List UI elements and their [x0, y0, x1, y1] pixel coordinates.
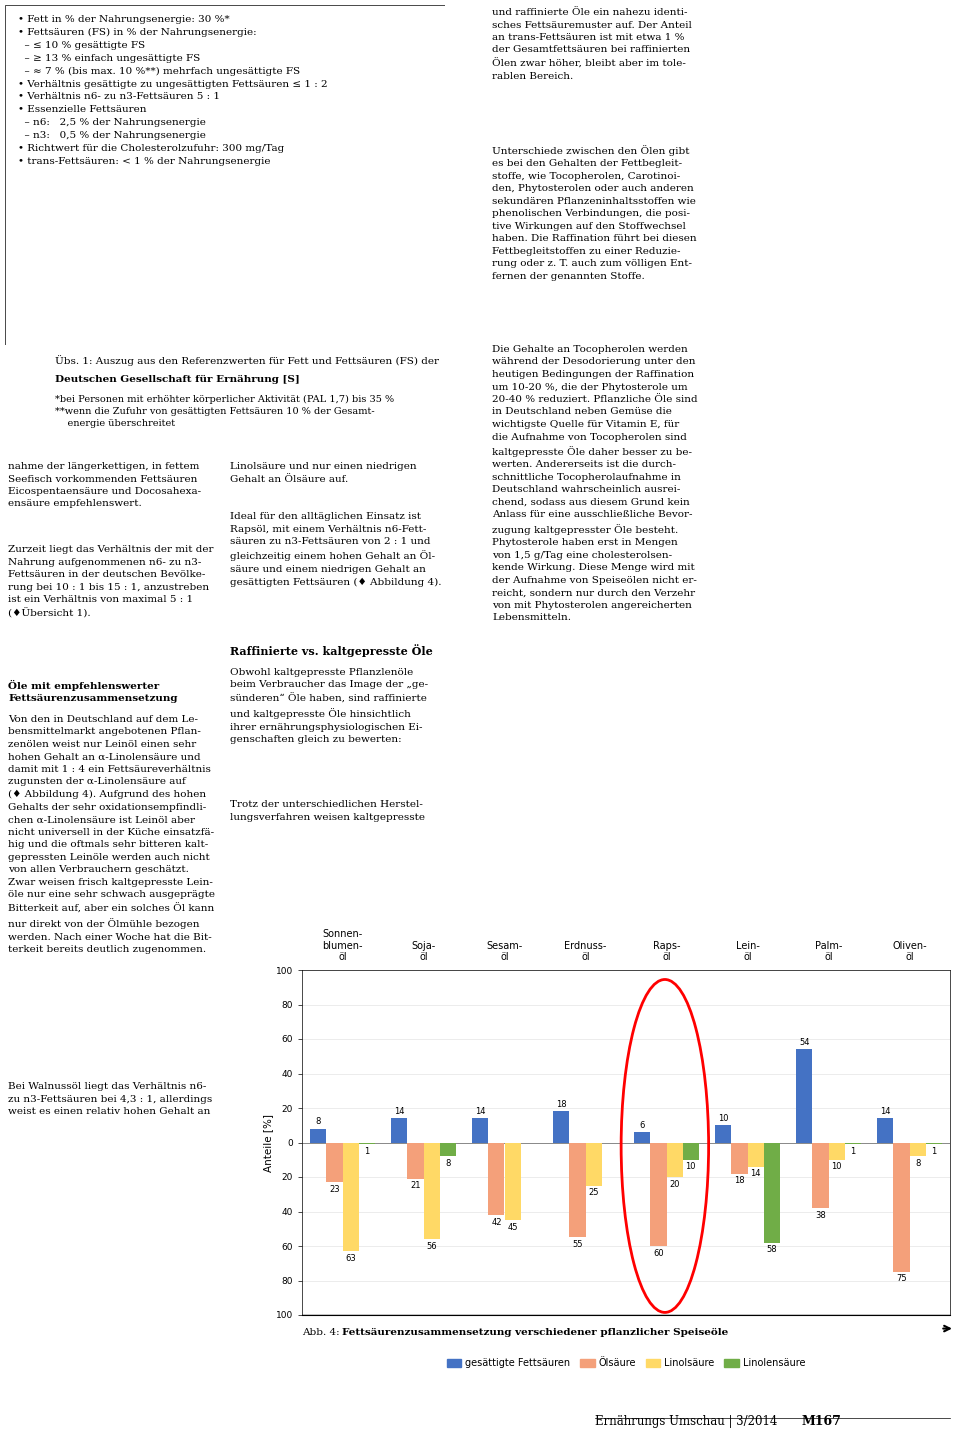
- Text: 10: 10: [831, 1163, 842, 1171]
- Text: Raffinierte vs. kaltgepresste Öle: Raffinierte vs. kaltgepresste Öle: [230, 644, 433, 657]
- Text: 6: 6: [639, 1121, 645, 1130]
- Bar: [310, 1128, 326, 1143]
- Text: 60: 60: [653, 1249, 663, 1257]
- Text: 1: 1: [851, 1147, 855, 1156]
- Bar: [423, 1143, 440, 1239]
- Text: Linolsäure und nur einen niedrigen
Gehalt an Ölsäure auf.: Linolsäure und nur einen niedrigen Gehal…: [230, 463, 417, 484]
- Text: Deutschen Gesellschaft für Ernährung [S]: Deutschen Gesellschaft für Ernährung [S]: [55, 375, 300, 384]
- Text: 8: 8: [316, 1117, 321, 1126]
- Text: 55: 55: [572, 1240, 583, 1249]
- Bar: [472, 1118, 489, 1143]
- Text: • Fett in % der Nahrungsenergie: 30 %*
• Fettsäuren (FS) in % der Nahrungsenergi: • Fett in % der Nahrungsenergie: 30 %* •…: [18, 14, 327, 166]
- Text: 10: 10: [685, 1163, 696, 1171]
- Bar: [715, 1126, 732, 1143]
- Bar: [845, 1143, 861, 1144]
- Text: Ernährungs Umschau | 3/2014: Ernährungs Umschau | 3/2014: [595, 1415, 778, 1428]
- Text: Von den in Deutschland auf dem Le-
bensmittelmarkt angebotenen Pflan-
zenölen we: Von den in Deutschland auf dem Le- bensm…: [8, 715, 215, 954]
- Bar: [326, 1143, 343, 1183]
- Text: 18: 18: [734, 1176, 745, 1186]
- Bar: [683, 1143, 699, 1160]
- Text: 14: 14: [475, 1107, 486, 1116]
- Text: 10: 10: [718, 1114, 729, 1123]
- Y-axis label: Anteile [%]: Anteile [%]: [263, 1114, 273, 1171]
- Text: Die Gehalte an Tocopherolen werden
während der Desodorierung unter den
heutigen : Die Gehalte an Tocopherolen werden währe…: [492, 345, 698, 623]
- Bar: [650, 1143, 666, 1246]
- Bar: [894, 1143, 909, 1272]
- Text: 58: 58: [766, 1246, 777, 1254]
- Bar: [359, 1143, 375, 1144]
- Text: 56: 56: [426, 1242, 437, 1250]
- Text: 14: 14: [394, 1107, 404, 1116]
- Bar: [877, 1118, 894, 1143]
- Text: Bei Walnussöl liegt das Verhältnis n6-
zu n3-Fettsäuren bei 4,3 : 1, allerdings
: Bei Walnussöl liegt das Verhältnis n6- z…: [8, 1083, 212, 1116]
- Text: 14: 14: [751, 1170, 761, 1179]
- Text: 23: 23: [329, 1184, 340, 1194]
- Legend: gesättigte Fettsäuren, Ölsäure, Linolsäure, Linolensäure: gesättigte Fettsäuren, Ölsäure, Linolsäu…: [443, 1355, 809, 1372]
- Text: 75: 75: [896, 1274, 906, 1283]
- Text: nahme der längerkettigen, in fettem
Seefisch vorkommenden Fettsäuren
Eicospentae: nahme der längerkettigen, in fettem Seef…: [8, 463, 202, 508]
- Text: 8: 8: [445, 1158, 450, 1169]
- Text: 18: 18: [556, 1100, 566, 1108]
- Text: 8: 8: [915, 1158, 921, 1169]
- Bar: [635, 1133, 650, 1143]
- Text: M167: M167: [802, 1415, 842, 1428]
- Bar: [732, 1143, 748, 1174]
- Text: 14: 14: [880, 1107, 891, 1116]
- Text: Obwohl kaltgepresste Pflanzlenöle
beim Verbraucher das Image der „ge-
sünderen“ : Obwohl kaltgepresste Pflanzlenöle beim V…: [230, 667, 428, 745]
- Text: 54: 54: [799, 1038, 809, 1047]
- Bar: [812, 1143, 828, 1209]
- Text: Ideal für den alltäglichen Einsatz ist
Rapsöl, mit einem Verhältnis n6-Fett-
säu: Ideal für den alltäglichen Einsatz ist R…: [230, 513, 442, 587]
- Text: Zurzeit liegt das Verhältnis der mit der
Nahrung aufgenommenen n6- zu n3-
Fettsä: Zurzeit liegt das Verhältnis der mit der…: [8, 546, 213, 619]
- Bar: [553, 1111, 569, 1143]
- Bar: [764, 1143, 780, 1243]
- Text: Fettsäurenzusammensetzung verschiedener pflanzlicher Speiseöle: Fettsäurenzusammensetzung verschiedener …: [343, 1327, 729, 1337]
- Text: 42: 42: [492, 1217, 502, 1227]
- Text: 38: 38: [815, 1210, 826, 1220]
- Bar: [586, 1143, 602, 1186]
- Text: Öle mit empfehlenswerter
Fettsäurenzusammensetzung: Öle mit empfehlenswerter Fettsäurenzusam…: [8, 680, 178, 703]
- Text: Übs. 1: Auszug aus den Referenzwerten für Fett und Fettsäuren (FS) der: Übs. 1: Auszug aus den Referenzwerten fü…: [55, 355, 439, 367]
- Text: 1: 1: [931, 1147, 936, 1156]
- Bar: [505, 1143, 520, 1220]
- Text: 20: 20: [669, 1180, 680, 1189]
- Text: Unterschiede zwischen den Ölen gibt
es bei den Gehalten der Fettbegleit-
stoffe,: Unterschiede zwischen den Ölen gibt es b…: [492, 145, 697, 281]
- Bar: [909, 1143, 925, 1156]
- Text: 25: 25: [588, 1189, 599, 1197]
- Bar: [489, 1143, 505, 1214]
- Text: Abb. 4:: Abb. 4:: [302, 1327, 343, 1337]
- Bar: [343, 1143, 359, 1252]
- Text: Trotz der unterschiedlichen Herstel-
lungsverfahren weisen kaltgepresste: Trotz der unterschiedlichen Herstel- lun…: [230, 800, 425, 822]
- Bar: [569, 1143, 586, 1237]
- Text: und raffinierte Öle ein nahezu identi-
sches Fettsäuremuster auf. Der Anteil
an : und raffinierte Öle ein nahezu identi- s…: [492, 9, 692, 82]
- Bar: [391, 1118, 407, 1143]
- Text: *bei Personen mit erhöhter körperlicher Aktivität (PAL 1,7) bis 35 %
**wenn die : *bei Personen mit erhöhter körperlicher …: [55, 395, 395, 428]
- Bar: [407, 1143, 423, 1179]
- Bar: [925, 1143, 942, 1144]
- Bar: [440, 1143, 456, 1156]
- Bar: [666, 1143, 683, 1177]
- Text: 21: 21: [410, 1181, 420, 1190]
- Text: 1: 1: [364, 1147, 370, 1156]
- Bar: [796, 1050, 812, 1143]
- Bar: [828, 1143, 845, 1160]
- Bar: [748, 1143, 764, 1167]
- Text: 63: 63: [346, 1254, 356, 1263]
- Text: 45: 45: [507, 1223, 517, 1232]
